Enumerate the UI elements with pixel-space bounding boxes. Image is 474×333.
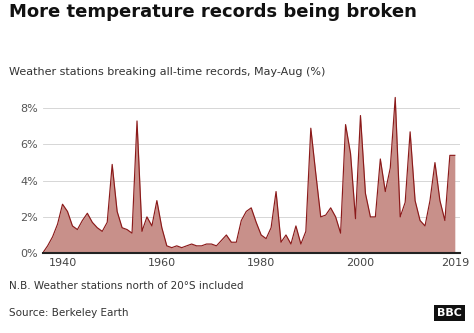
Text: More temperature records being broken: More temperature records being broken (9, 3, 417, 21)
Text: Weather stations breaking all-time records, May-Aug (%): Weather stations breaking all-time recor… (9, 67, 326, 77)
Text: BBC: BBC (438, 308, 462, 318)
Text: N.B. Weather stations north of 20°S included: N.B. Weather stations north of 20°S incl… (9, 281, 244, 291)
Text: Source: Berkeley Earth: Source: Berkeley Earth (9, 308, 129, 318)
